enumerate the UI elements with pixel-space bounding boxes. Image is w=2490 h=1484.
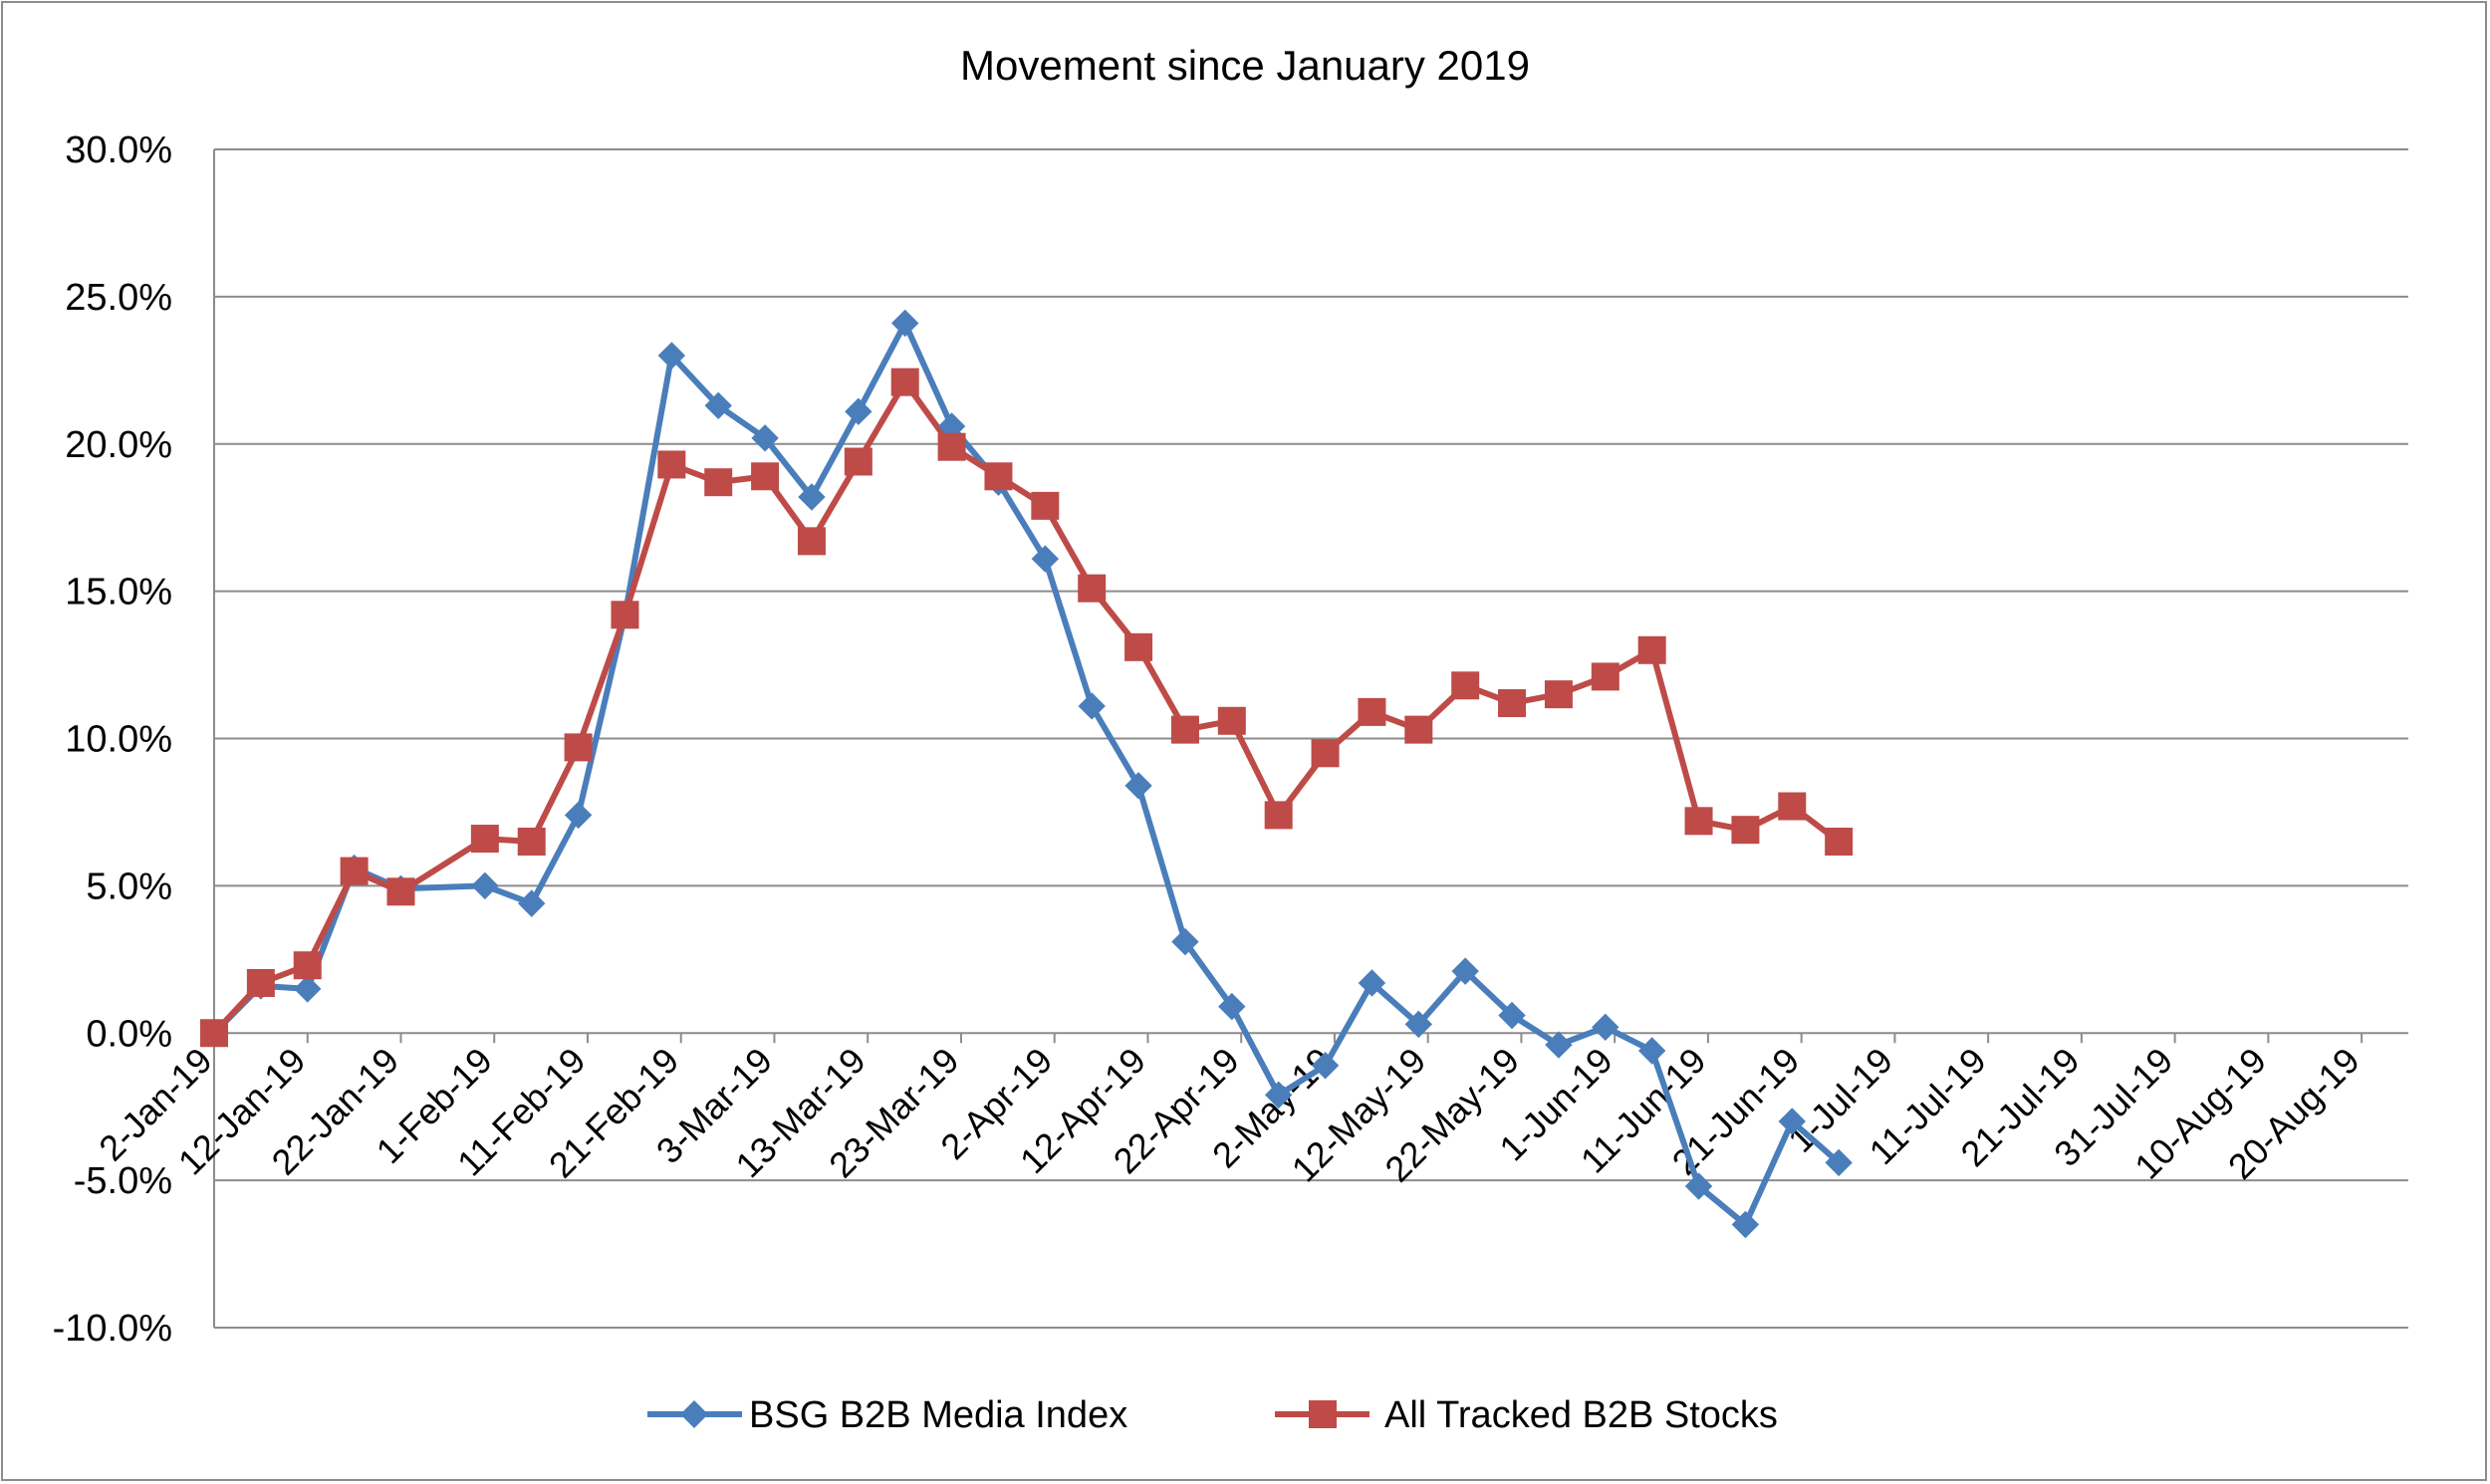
legend: BSG B2B Media Index All Tracked B2B Stoc… — [647, 1394, 1778, 1436]
data-point-diamond — [1031, 545, 1060, 573]
grid-layer — [213, 148, 2408, 1329]
y-tick-label: -5.0% — [74, 1160, 172, 1202]
data-point-square — [1591, 662, 1619, 691]
data-point-diamond — [294, 975, 322, 1003]
y-tick-label: 5.0% — [86, 866, 172, 907]
data-point-square — [1358, 697, 1386, 726]
data-point-diamond — [518, 889, 546, 917]
data-point-diamond — [657, 342, 686, 370]
data-point-square — [890, 368, 919, 396]
legend-label-bsg-index: BSG B2B Media Index — [749, 1394, 1127, 1436]
series-line-1 — [211, 378, 1842, 1036]
data-point-square — [1170, 715, 1199, 744]
data-point-diamond — [1171, 927, 1199, 956]
data-point-square — [1544, 680, 1573, 709]
data-point-diamond — [1264, 1081, 1293, 1110]
data-point-square — [657, 450, 686, 479]
data-point-diamond — [1592, 1013, 1619, 1042]
data-point-diamond — [1404, 1010, 1433, 1039]
data-point-diamond — [1545, 1031, 1573, 1059]
data-point-diamond — [1825, 1148, 1853, 1177]
data-point-square — [1264, 801, 1293, 830]
data-point-square — [1451, 671, 1480, 700]
data-point-diamond — [1637, 1037, 1666, 1065]
data-point-square — [1078, 574, 1107, 603]
y-axis-ticks: 30.0% 25.0% 20.0% 15.0% 10.0% 5.0% 0.0% -5.0% -1… — [53, 129, 172, 1350]
data-point-square — [1404, 715, 1433, 744]
data-point-diamond — [1311, 1052, 1340, 1080]
data-point-square — [1311, 739, 1340, 768]
data-point-square — [1731, 816, 1760, 845]
y-tick-label: -10.0% — [53, 1308, 172, 1350]
data-point-square — [937, 432, 966, 461]
x-axis-ticks: 2-Jan-1912-Jan-1922-Jan-191-Feb-1911-Feb… — [91, 1033, 2367, 1190]
y-tick-label: 15.0% — [65, 572, 172, 614]
data-point-diamond — [1731, 1210, 1760, 1239]
data-point-square — [1031, 491, 1060, 520]
y-tick-label: 10.0% — [65, 719, 172, 761]
data-point-square — [1778, 792, 1807, 821]
data-point-diamond — [704, 391, 732, 420]
data-point-diamond — [1124, 772, 1152, 800]
data-point-square — [704, 468, 733, 497]
data-point-diamond — [1078, 692, 1106, 720]
data-point-diamond — [1358, 969, 1386, 997]
data-point-diamond — [751, 424, 779, 452]
data-point-diamond — [1778, 1108, 1806, 1135]
data-point-square — [797, 527, 826, 556]
data-point-diamond — [891, 309, 919, 338]
data-point-square — [340, 857, 369, 885]
data-point-square — [470, 825, 499, 854]
data-point-diamond — [1218, 992, 1246, 1021]
data-point-square — [1498, 689, 1527, 718]
data-point-square — [984, 462, 1013, 491]
y-tick-label: 25.0% — [65, 277, 172, 319]
data-point-square — [1124, 632, 1153, 661]
data-point-diamond — [1498, 1001, 1526, 1030]
y-tick-label: 30.0% — [65, 129, 172, 171]
legend-item-all-tracked: All Tracked B2B Stocks — [1275, 1394, 1778, 1436]
data-point-square — [611, 601, 639, 629]
data-point-square — [293, 951, 322, 980]
data-point-square — [1684, 807, 1713, 836]
data-point-square — [1217, 706, 1246, 735]
data-point-diamond — [798, 483, 826, 511]
chart-title: Movement since January 2019 — [960, 42, 1530, 89]
data-point-square — [517, 828, 546, 857]
y-tick-label: 0.0% — [86, 1013, 172, 1055]
data-point-diamond — [564, 801, 593, 830]
legend-label-all-tracked: All Tracked B2B Stocks — [1384, 1394, 1778, 1436]
data-point-square — [1637, 635, 1666, 664]
data-point-diamond — [845, 397, 872, 425]
data-point-diamond — [1451, 957, 1479, 985]
data-point-diamond — [1684, 1172, 1713, 1200]
data-point-square — [751, 462, 780, 491]
data-point-square — [844, 447, 872, 476]
data-point-square — [200, 1019, 228, 1048]
data-point-square — [386, 877, 415, 906]
data-point-square — [246, 968, 275, 997]
data-point-square — [564, 733, 593, 762]
data-point-square — [1825, 828, 1854, 857]
legend-item-bsg-index: BSG B2B Media Index — [647, 1394, 1127, 1436]
data-point-diamond — [471, 871, 499, 900]
y-tick-label: 20.0% — [65, 424, 172, 466]
series-layer — [200, 309, 1854, 1239]
